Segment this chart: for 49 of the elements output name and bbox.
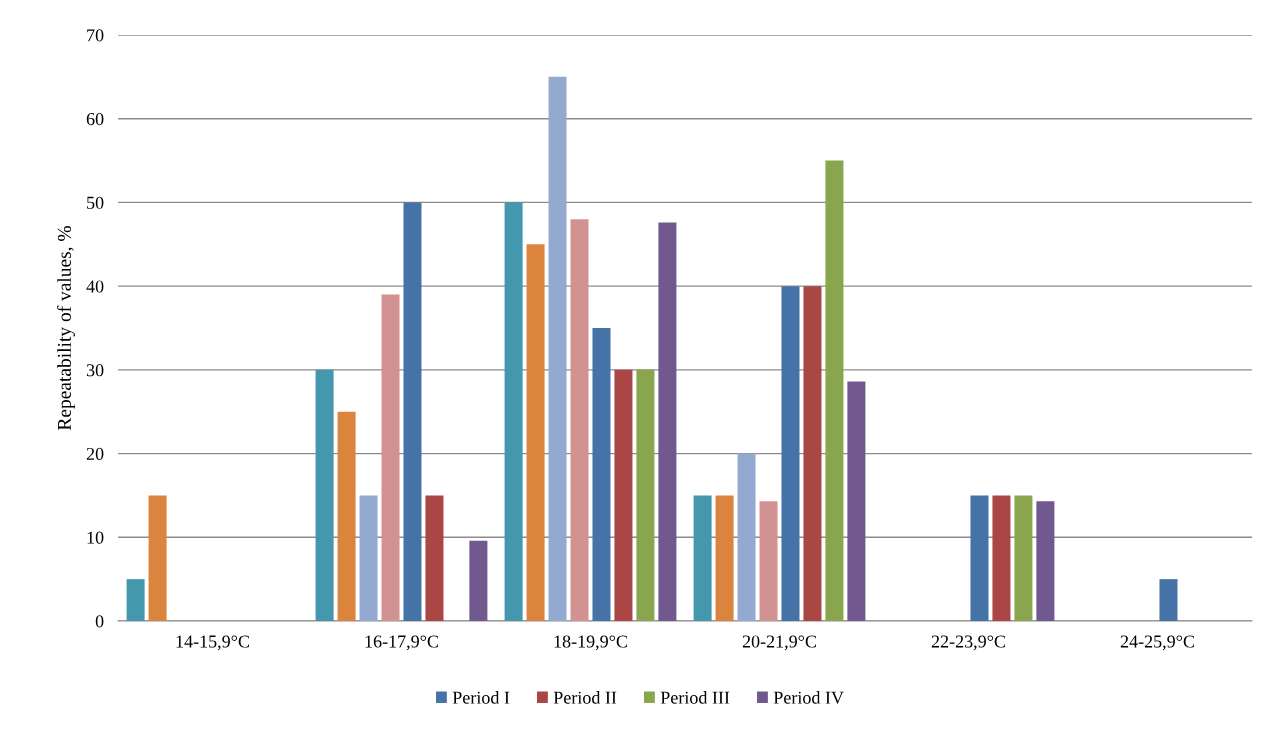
bar xyxy=(847,381,866,621)
y-tick-label: 40 xyxy=(86,280,104,293)
bar xyxy=(469,540,488,621)
x-tick-label: 22-23,9°C xyxy=(931,635,1005,651)
bar xyxy=(658,222,677,621)
bar xyxy=(970,495,989,621)
bar xyxy=(359,495,378,621)
legend-label: Period III xyxy=(660,691,730,704)
legend-label: Period II xyxy=(553,691,617,704)
bar xyxy=(403,202,422,621)
bar xyxy=(337,411,356,621)
legend-label: Period IV xyxy=(773,691,844,704)
bar xyxy=(825,160,844,621)
bar xyxy=(504,202,523,621)
bar xyxy=(759,501,778,621)
bar xyxy=(737,453,756,621)
bar xyxy=(570,219,589,621)
y-tick-label: 10 xyxy=(87,531,104,544)
x-tick-label: 16-17,9°C xyxy=(365,635,438,651)
y-tick-label: 60 xyxy=(86,112,104,126)
bar xyxy=(803,286,822,621)
bar xyxy=(614,369,633,621)
x-tick-label: 20-21,9°C xyxy=(742,635,816,651)
legend-label: Period I xyxy=(452,691,510,704)
y-tick-label: 0 xyxy=(95,615,104,628)
bar xyxy=(548,76,567,621)
bar xyxy=(381,294,400,621)
x-tick-label: 24-25,9°C xyxy=(1120,635,1194,651)
bar xyxy=(592,328,611,621)
bar xyxy=(693,495,712,621)
bar xyxy=(715,495,734,621)
bar xyxy=(315,369,334,621)
bar xyxy=(526,244,545,621)
y-tick-label: 50 xyxy=(87,196,104,209)
bar xyxy=(126,579,145,621)
bar xyxy=(425,495,444,621)
bar xyxy=(781,286,800,621)
bar xyxy=(1036,501,1055,621)
y-tick-label: 70 xyxy=(87,29,104,42)
y-axis-title: Repeatability of values, % xyxy=(57,226,75,431)
bar xyxy=(148,495,167,621)
y-tick-label: 30 xyxy=(86,364,104,377)
x-tick-label: 14-15,9°C xyxy=(176,635,249,651)
y-tick-label: 20 xyxy=(86,447,104,461)
x-tick-label: 18-19,9°C xyxy=(554,635,627,651)
bar xyxy=(636,369,655,621)
bar xyxy=(1014,495,1033,621)
bar xyxy=(1159,579,1178,621)
bar xyxy=(992,495,1011,621)
